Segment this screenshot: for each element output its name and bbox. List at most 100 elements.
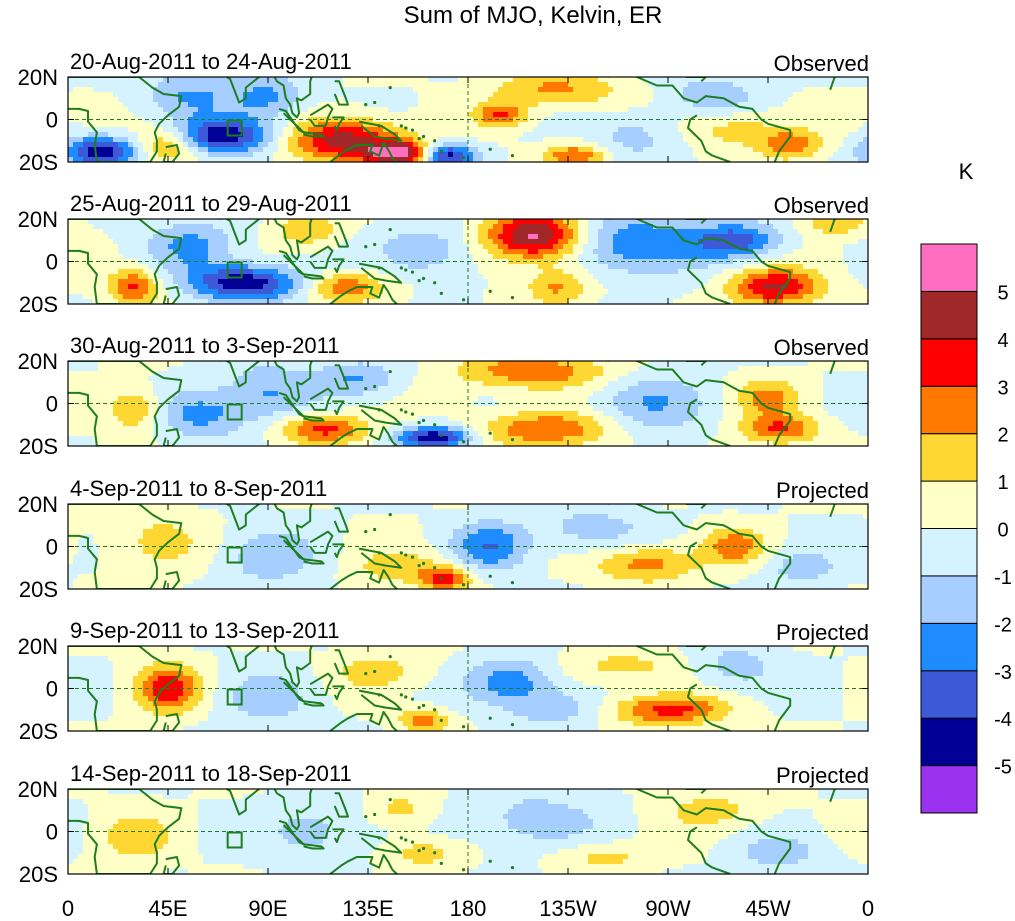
heatmap-cell	[818, 269, 824, 275]
heatmap-cell	[268, 157, 274, 162]
heatmap-cell	[293, 142, 299, 148]
heatmap-cell	[643, 274, 649, 280]
heatmap-cell	[183, 122, 189, 128]
heatmap-cell	[778, 82, 784, 88]
heatmap-cell	[243, 142, 249, 148]
heatmap-cell	[253, 137, 259, 143]
heatmap-cell	[148, 259, 154, 265]
heatmap-cell	[168, 147, 174, 153]
heatmap-cell	[568, 102, 574, 108]
heatmap-cell	[423, 112, 429, 118]
heatmap-cell	[118, 107, 124, 113]
heatmap-cell	[718, 102, 724, 108]
heatmap-cell	[758, 157, 764, 162]
heatmap-cell	[428, 152, 434, 158]
heatmap-cell	[773, 274, 779, 280]
heatmap-cell	[693, 102, 699, 108]
heatmap-cell	[788, 77, 794, 83]
heatmap-cell	[683, 102, 689, 108]
heatmap-cell	[458, 239, 464, 245]
heatmap-cell	[103, 102, 109, 108]
heatmap-cell	[613, 254, 619, 260]
heatmap-cell	[853, 92, 859, 98]
heatmap-cell	[613, 157, 619, 162]
heatmap-cell	[363, 87, 369, 93]
heatmap-cell	[738, 152, 744, 158]
heatmap-cell	[433, 77, 439, 83]
heatmap-cell	[458, 127, 464, 133]
heatmap-cell	[133, 152, 139, 158]
heatmap-cell	[243, 132, 249, 138]
heatmap-cell	[313, 229, 319, 235]
heatmap-cell	[588, 142, 594, 148]
heatmap-cell	[788, 219, 794, 225]
heatmap-cell	[273, 127, 279, 133]
heatmap-cell	[273, 244, 279, 250]
heatmap-cell	[108, 244, 114, 250]
heatmap-cell	[613, 137, 619, 143]
heatmap-cell	[698, 142, 704, 148]
heatmap-cell	[473, 102, 479, 108]
heatmap-cell	[303, 137, 309, 143]
heatmap-cell	[453, 152, 459, 158]
heatmap-cell	[143, 82, 149, 88]
heatmap-cell	[248, 219, 254, 225]
heatmap-cell	[773, 97, 779, 103]
heatmap-cell	[93, 107, 99, 113]
heatmap-cell	[628, 107, 634, 113]
heatmap-cell	[148, 234, 154, 240]
heatmap-cell	[418, 157, 424, 162]
heatmap-cell	[248, 77, 254, 83]
heatmap-cell	[68, 127, 74, 133]
heatmap-cell	[223, 249, 229, 255]
heatmap-cell	[368, 279, 374, 285]
heatmap-cell	[763, 127, 769, 133]
heatmap-cell	[83, 112, 89, 118]
heatmap-cell	[748, 87, 754, 93]
heatmap-cell	[358, 239, 364, 245]
heatmap-cell	[198, 249, 204, 255]
heatmap-cell	[703, 274, 709, 280]
heatmap-cell	[753, 254, 759, 260]
heatmap-cell	[303, 122, 309, 128]
heatmap-cell	[223, 77, 229, 83]
heatmap-cell	[413, 224, 419, 230]
heatmap-cell	[723, 117, 729, 123]
heatmap-cell	[478, 97, 484, 103]
heatmap-cell	[278, 87, 284, 93]
heatmap-cell	[78, 274, 84, 280]
heatmap-cell	[538, 87, 544, 93]
heatmap-cell	[808, 219, 814, 225]
heatmap-cell	[498, 244, 504, 250]
heatmap-cell	[318, 112, 324, 118]
heatmap-cell	[78, 152, 84, 158]
heatmap-cell	[293, 112, 299, 118]
heatmap-cell	[483, 239, 489, 245]
heatmap-cell	[513, 239, 519, 245]
heatmap-cell	[98, 122, 104, 128]
heatmap-cell	[103, 92, 109, 98]
heatmap-cell	[753, 152, 759, 158]
heatmap-cell	[83, 254, 89, 260]
heatmap-cell	[193, 142, 199, 148]
heatmap-cell	[253, 224, 259, 230]
heatmap-cell	[408, 244, 414, 250]
heatmap-cell	[88, 279, 94, 285]
heatmap-cell	[783, 152, 789, 158]
heatmap-cell	[788, 264, 794, 270]
heatmap-cell	[613, 219, 619, 225]
heatmap-cell	[378, 244, 384, 250]
heatmap-cell	[493, 264, 499, 270]
heatmap-cell	[618, 244, 624, 250]
heatmap-cell	[243, 274, 249, 280]
heatmap-cell	[78, 239, 84, 245]
heatmap-cell	[118, 82, 124, 88]
heatmap-cell	[183, 112, 189, 118]
heatmap-cell	[238, 239, 244, 245]
heatmap-cell	[518, 152, 524, 158]
heatmap-cell	[133, 249, 139, 255]
heatmap-cell	[488, 82, 494, 88]
heatmap-cell	[133, 229, 139, 235]
heatmap-cell	[433, 269, 439, 275]
heatmap-cell	[183, 152, 189, 158]
